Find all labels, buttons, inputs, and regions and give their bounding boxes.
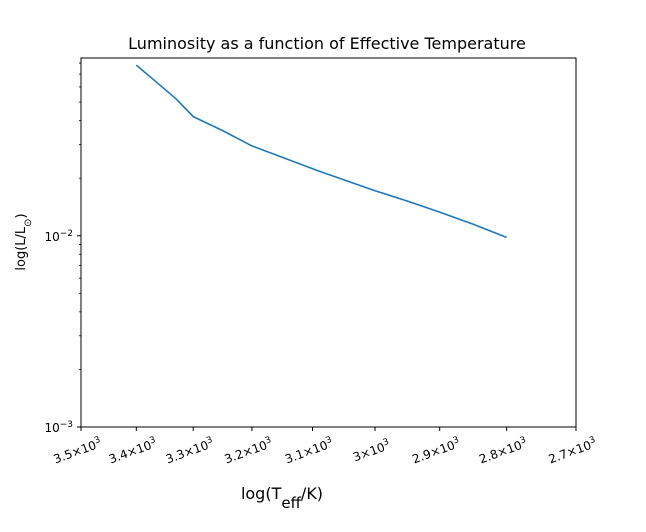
x-axis-label-main: log(T [241, 484, 282, 503]
x-axis-label-tail: /K) [301, 484, 323, 503]
plot-area-frame [80, 57, 577, 428]
y-axis-label: log(L/L⊙) [14, 213, 34, 270]
y-axis-label-main: log(L/L [14, 226, 29, 271]
x-axis-ticks: 3.5×103 3.4×103 3.3×103 3.2×103 3.1×103 3×103… [51, 427, 598, 466]
x-tick-label: 3.1×103 [283, 435, 335, 466]
x-tick-label: 2.9×103 [410, 435, 462, 466]
y-axis-ticks: 10−3 10−2 [44, 62, 81, 435]
y-axis-label-tail: ) [14, 213, 29, 218]
x-tick-label: 2.7×103 [546, 435, 598, 466]
x-tick-label: 3.4×103 [107, 435, 159, 466]
x-tick-label: 3.2×103 [222, 435, 274, 466]
x-tick-label: 3.5×103 [51, 435, 103, 466]
y-tick-label: 10−3 [44, 420, 73, 435]
chart-title: Luminosity as a function of Effective Te… [128, 34, 526, 53]
x-tick-label: 3.3×103 [164, 435, 216, 466]
x-tick-label: 3×103 [351, 437, 392, 464]
x-axis-label-sub: eff [281, 494, 301, 512]
series-line-0 [135, 64, 507, 239]
x-tick-label: 2.8×103 [477, 435, 529, 466]
x-axis-label: log(Teff/K) [241, 484, 323, 512]
y-tick-label: 10−2 [44, 229, 73, 244]
y-axis-label-sub: ⊙ [23, 218, 34, 226]
series-layer [135, 64, 507, 239]
